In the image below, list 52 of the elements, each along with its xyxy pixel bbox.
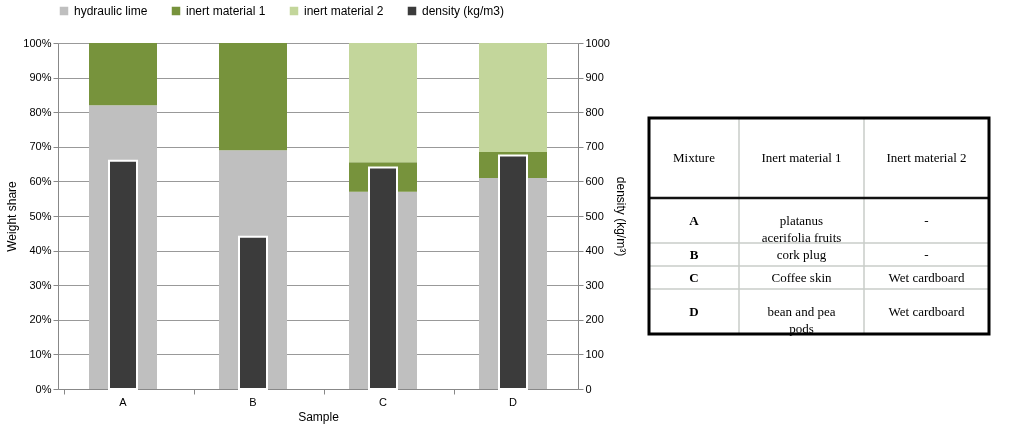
text: Mixture bbox=[673, 150, 716, 165]
y-tick-label: 100% bbox=[23, 36, 52, 49]
y2-tick-label: 800 bbox=[585, 105, 604, 118]
y-tick-label: 30% bbox=[29, 278, 52, 291]
text: - bbox=[924, 212, 929, 228]
text: - bbox=[924, 246, 929, 262]
text: Wet cardboard bbox=[888, 269, 965, 285]
category-label: Inert material 2 bbox=[886, 150, 967, 165]
bar bbox=[89, 43, 157, 106]
y-tick-label: 40% bbox=[29, 244, 52, 257]
x-tick-label: C bbox=[379, 395, 388, 408]
category-label: C bbox=[689, 269, 699, 285]
y-axis-title: Weight share bbox=[5, 180, 20, 252]
y2-tick-label: 100 bbox=[585, 347, 604, 360]
y2-tick-label: 600 bbox=[585, 174, 604, 187]
category-label: D bbox=[689, 303, 699, 319]
bar bbox=[479, 43, 547, 152]
y-tick-label: 80% bbox=[29, 105, 52, 118]
text: bean and pea pods bbox=[767, 303, 836, 336]
x-tick-label: B bbox=[249, 395, 257, 408]
y-tick-label: 50% bbox=[29, 209, 52, 222]
y-tick-label: 0% bbox=[35, 382, 52, 395]
y2-tick-label: 1000 bbox=[585, 36, 610, 49]
y2-tick-label: 300 bbox=[585, 278, 604, 291]
legend-label: density (kg/m3) bbox=[422, 4, 505, 18]
category-label: A bbox=[689, 212, 699, 228]
y-tick-label: 10% bbox=[29, 347, 52, 360]
x-tick-label: A bbox=[119, 395, 128, 408]
y2-tick-label: 0 bbox=[585, 382, 592, 395]
legend-label: hydraulic lime bbox=[74, 4, 148, 18]
y-tick-label: 60% bbox=[29, 174, 52, 187]
legend-label: inert material 2 bbox=[304, 4, 384, 18]
text: Wet cardboard bbox=[888, 303, 965, 319]
y-tick-label: 90% bbox=[29, 71, 52, 84]
y2-tick-label: 500 bbox=[585, 209, 604, 222]
bar bbox=[238, 235, 268, 390]
y2-tick-label: 700 bbox=[585, 140, 604, 153]
text: Coffee skin bbox=[771, 269, 832, 285]
y2-tick-label: 200 bbox=[585, 313, 604, 326]
x-tick-label: D bbox=[509, 395, 518, 408]
legend-label: inert material 1 bbox=[186, 4, 266, 18]
y2-tick-label: 400 bbox=[585, 244, 604, 257]
x-axis-title: Sample bbox=[298, 409, 340, 424]
bar bbox=[219, 43, 287, 151]
y2-tick-label: 900 bbox=[585, 71, 604, 84]
category-label: B bbox=[689, 246, 699, 262]
text: cork plug bbox=[776, 246, 827, 262]
y-tick-label: 20% bbox=[29, 313, 52, 326]
category-label: Inert material 1 bbox=[761, 150, 842, 165]
y-tick-label: 70% bbox=[29, 140, 52, 153]
bar bbox=[349, 43, 417, 163]
y2-axis-title: density (kg/m³) bbox=[613, 176, 628, 257]
